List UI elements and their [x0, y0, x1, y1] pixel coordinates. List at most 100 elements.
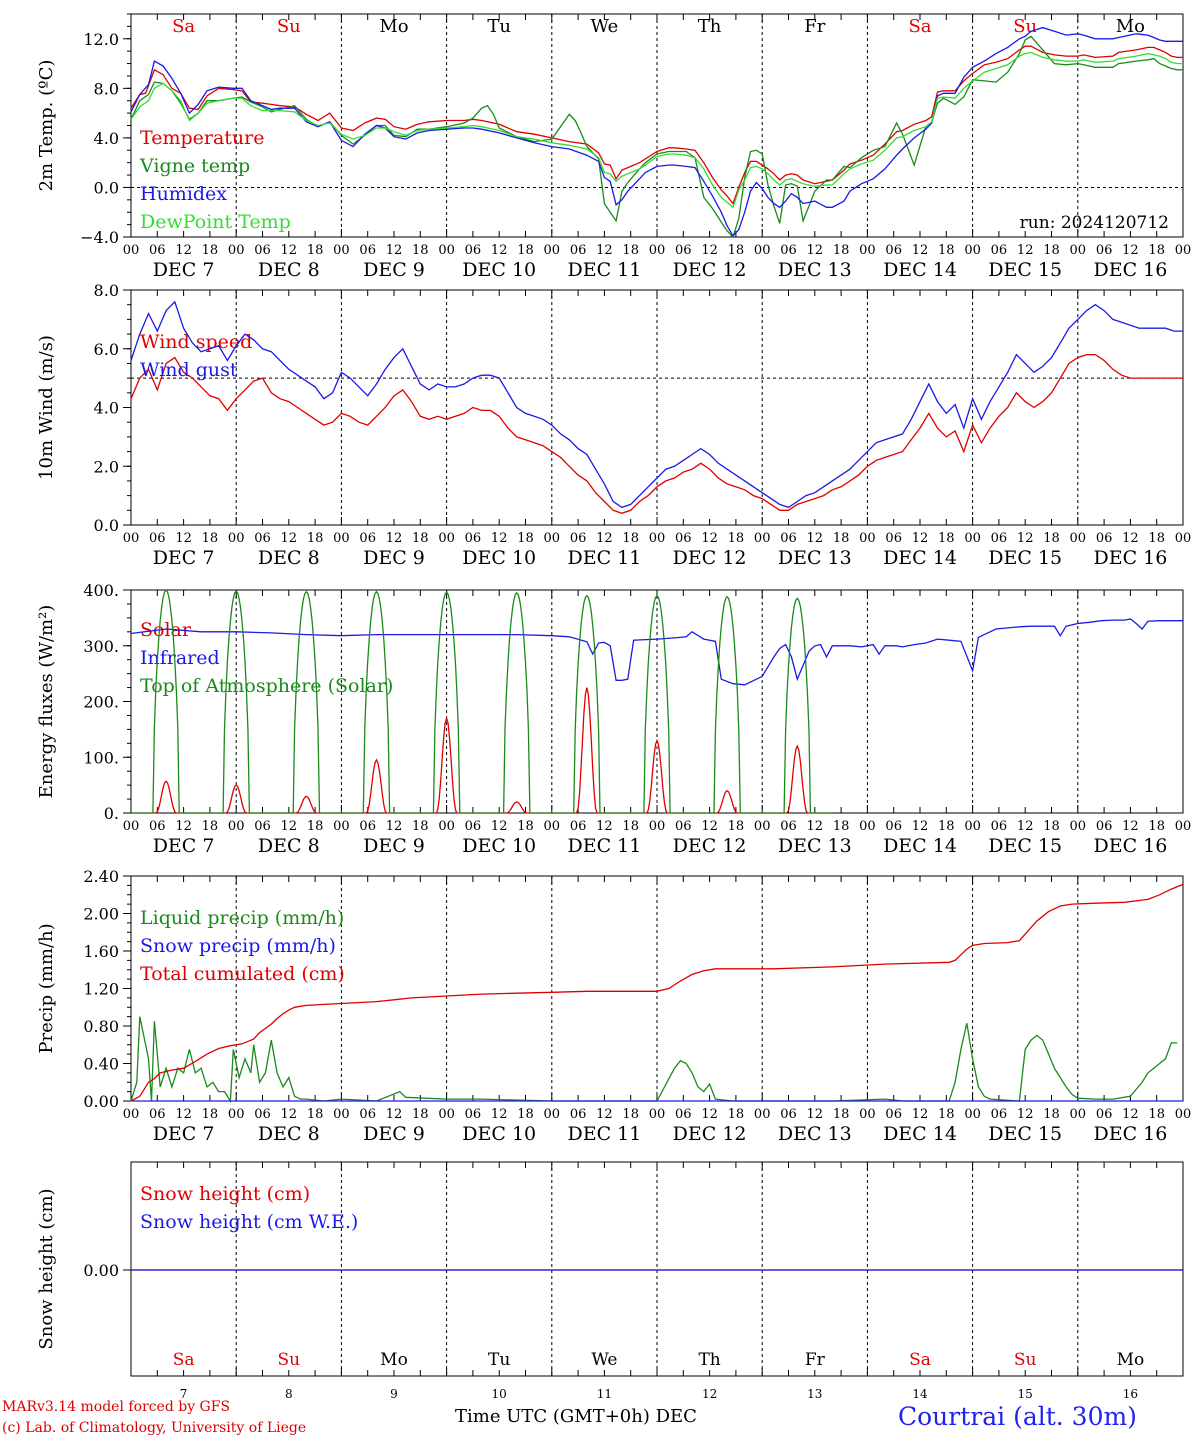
hour-tick-label: 00: [438, 531, 455, 546]
panel-5: 0.00 Snow height (cm) Sa 7 Su 8 Mo 9 Tu 10 We 11 Th 1…: [36, 1161, 1184, 1401]
hour-tick-label: 12: [281, 531, 298, 546]
hour-tick-label: 00: [544, 243, 561, 258]
hour-tick-label: 18: [938, 1107, 955, 1122]
hour-tick-label: 12: [807, 531, 824, 546]
y-tick-label: 100.: [83, 748, 119, 767]
hour-tick-label: 06: [465, 819, 482, 834]
hour-tick-label: 18: [412, 243, 429, 258]
hour-tick-label: 00: [544, 531, 561, 546]
hour-tick-label: 18: [728, 243, 745, 258]
y-tick-label: 400.: [83, 581, 119, 600]
hour-tick-label: 12: [281, 819, 298, 834]
hour-tick-label: 06: [780, 1107, 797, 1122]
hour-tick-label: 06: [1096, 243, 1113, 258]
hour-tick-label: 12: [596, 1107, 613, 1122]
hour-tick-label: 18: [728, 1107, 745, 1122]
y-tick-label: 2.00: [83, 905, 119, 924]
weekday-label: Sa: [908, 16, 931, 37]
date-label: DEC 13: [778, 1123, 852, 1145]
hour-tick-label: 18: [1043, 819, 1060, 834]
date-label: DEC 7: [153, 259, 215, 281]
date-label: DEC 14: [883, 259, 957, 281]
hour-tick-label: 06: [570, 243, 587, 258]
hour-tick-label: 18: [517, 1107, 534, 1122]
hour-tick-label: 06: [885, 819, 902, 834]
panel-4: 0.00 0.40 0.80 1.20 1.60 2.00 2.40 Precip (mm/h…: [36, 867, 1191, 1145]
hour-tick-label: 00: [859, 1107, 876, 1122]
hour-tick-label: 00: [123, 243, 140, 258]
hour-tick-label: 18: [622, 1107, 639, 1122]
hour-tick-label: 18: [1148, 819, 1165, 834]
hour-tick-label: 12: [1122, 819, 1139, 834]
day-number-label: 12: [702, 1387, 717, 1401]
date-label: DEC 10: [462, 547, 536, 569]
hour-tick-label: 18: [728, 819, 745, 834]
date-label: DEC 11: [567, 1123, 641, 1145]
hour-tick-label: 00: [964, 819, 981, 834]
y-axis-title: Precip (mm/h): [36, 923, 57, 1053]
y-tick-label: 8.0: [94, 281, 119, 300]
hour-tick-label: 18: [833, 531, 850, 546]
hour-tick-label: 12: [807, 819, 824, 834]
weekday-label: Tu: [488, 1350, 510, 1370]
weekday-label: Fr: [805, 1350, 826, 1370]
hour-tick-label: 06: [991, 531, 1008, 546]
hour-tick-label: 06: [254, 819, 271, 834]
hour-tick-label: 00: [228, 531, 245, 546]
hour-tick-label: 06: [359, 531, 376, 546]
hour-tick-label: 18: [833, 1107, 850, 1122]
hour-tick-label: 00: [859, 243, 876, 258]
hour-tick-label: 06: [675, 531, 692, 546]
y-tick-label: 300.: [83, 637, 119, 656]
y-tick-label: 12.0: [83, 30, 119, 49]
legend-entry: Wind speed: [140, 331, 252, 353]
hour-tick-label: 06: [991, 243, 1008, 258]
series-line: [130, 26, 1183, 237]
hour-tick-label: 18: [1043, 1107, 1060, 1122]
hour-tick-label: 18: [622, 819, 639, 834]
hour-tick-label: 18: [307, 531, 324, 546]
legend-entry: Total cumulated (cm): [140, 963, 345, 985]
day-number-label: 15: [1018, 1387, 1033, 1401]
y-tick-label: 0.: [104, 804, 119, 823]
hour-tick-label: 12: [701, 531, 718, 546]
date-label: DEC 7: [153, 547, 215, 569]
hour-tick-label: 18: [1148, 531, 1165, 546]
hour-tick-label: 00: [1070, 819, 1087, 834]
y-tick-label: −4.0: [80, 228, 119, 247]
hour-tick-label: 12: [912, 819, 929, 834]
weekday-label: Fr: [804, 16, 825, 37]
hour-tick-label: 06: [465, 1107, 482, 1122]
month-label: DEC: [655, 1406, 697, 1427]
plot-frame: [130, 13, 1184, 238]
weekday-label: We: [591, 1350, 617, 1370]
hour-tick-label: 12: [596, 243, 613, 258]
day-number-label: 9: [390, 1387, 398, 1401]
hour-tick-label: 18: [307, 243, 324, 258]
hour-tick-label: 12: [491, 1107, 508, 1122]
hour-tick-label: 06: [254, 1107, 271, 1122]
date-label: DEC 9: [363, 835, 425, 857]
hour-tick-label: 00: [1175, 1107, 1192, 1122]
hour-tick-label: 12: [912, 243, 929, 258]
date-label: DEC 15: [988, 1123, 1062, 1145]
hour-tick-label: 00: [754, 531, 771, 546]
hour-tick-label: 12: [912, 1107, 929, 1122]
hour-tick-label: 00: [1175, 819, 1192, 834]
legend-entry: Wind gust: [140, 359, 238, 381]
weekday-label: Su: [1014, 1350, 1037, 1370]
y-axis-title: Snow height (cm): [36, 1188, 57, 1349]
x-axis-title: Time UTC (GMT+0h): [455, 1406, 650, 1427]
hour-tick-label: 12: [491, 819, 508, 834]
hour-tick-label: 06: [1096, 531, 1113, 546]
hour-tick-label: 12: [1122, 1107, 1139, 1122]
weekday-label: Tu: [487, 16, 511, 37]
y-tick-label: 4.0: [94, 129, 119, 148]
legend-entry: Temperature: [140, 127, 264, 149]
hour-tick-label: 00: [964, 243, 981, 258]
day-number-label: 14: [912, 1387, 928, 1401]
hour-tick-label: 18: [412, 531, 429, 546]
hour-tick-label: 06: [359, 819, 376, 834]
hour-tick-label: 12: [386, 243, 403, 258]
hour-tick-label: 12: [491, 531, 508, 546]
